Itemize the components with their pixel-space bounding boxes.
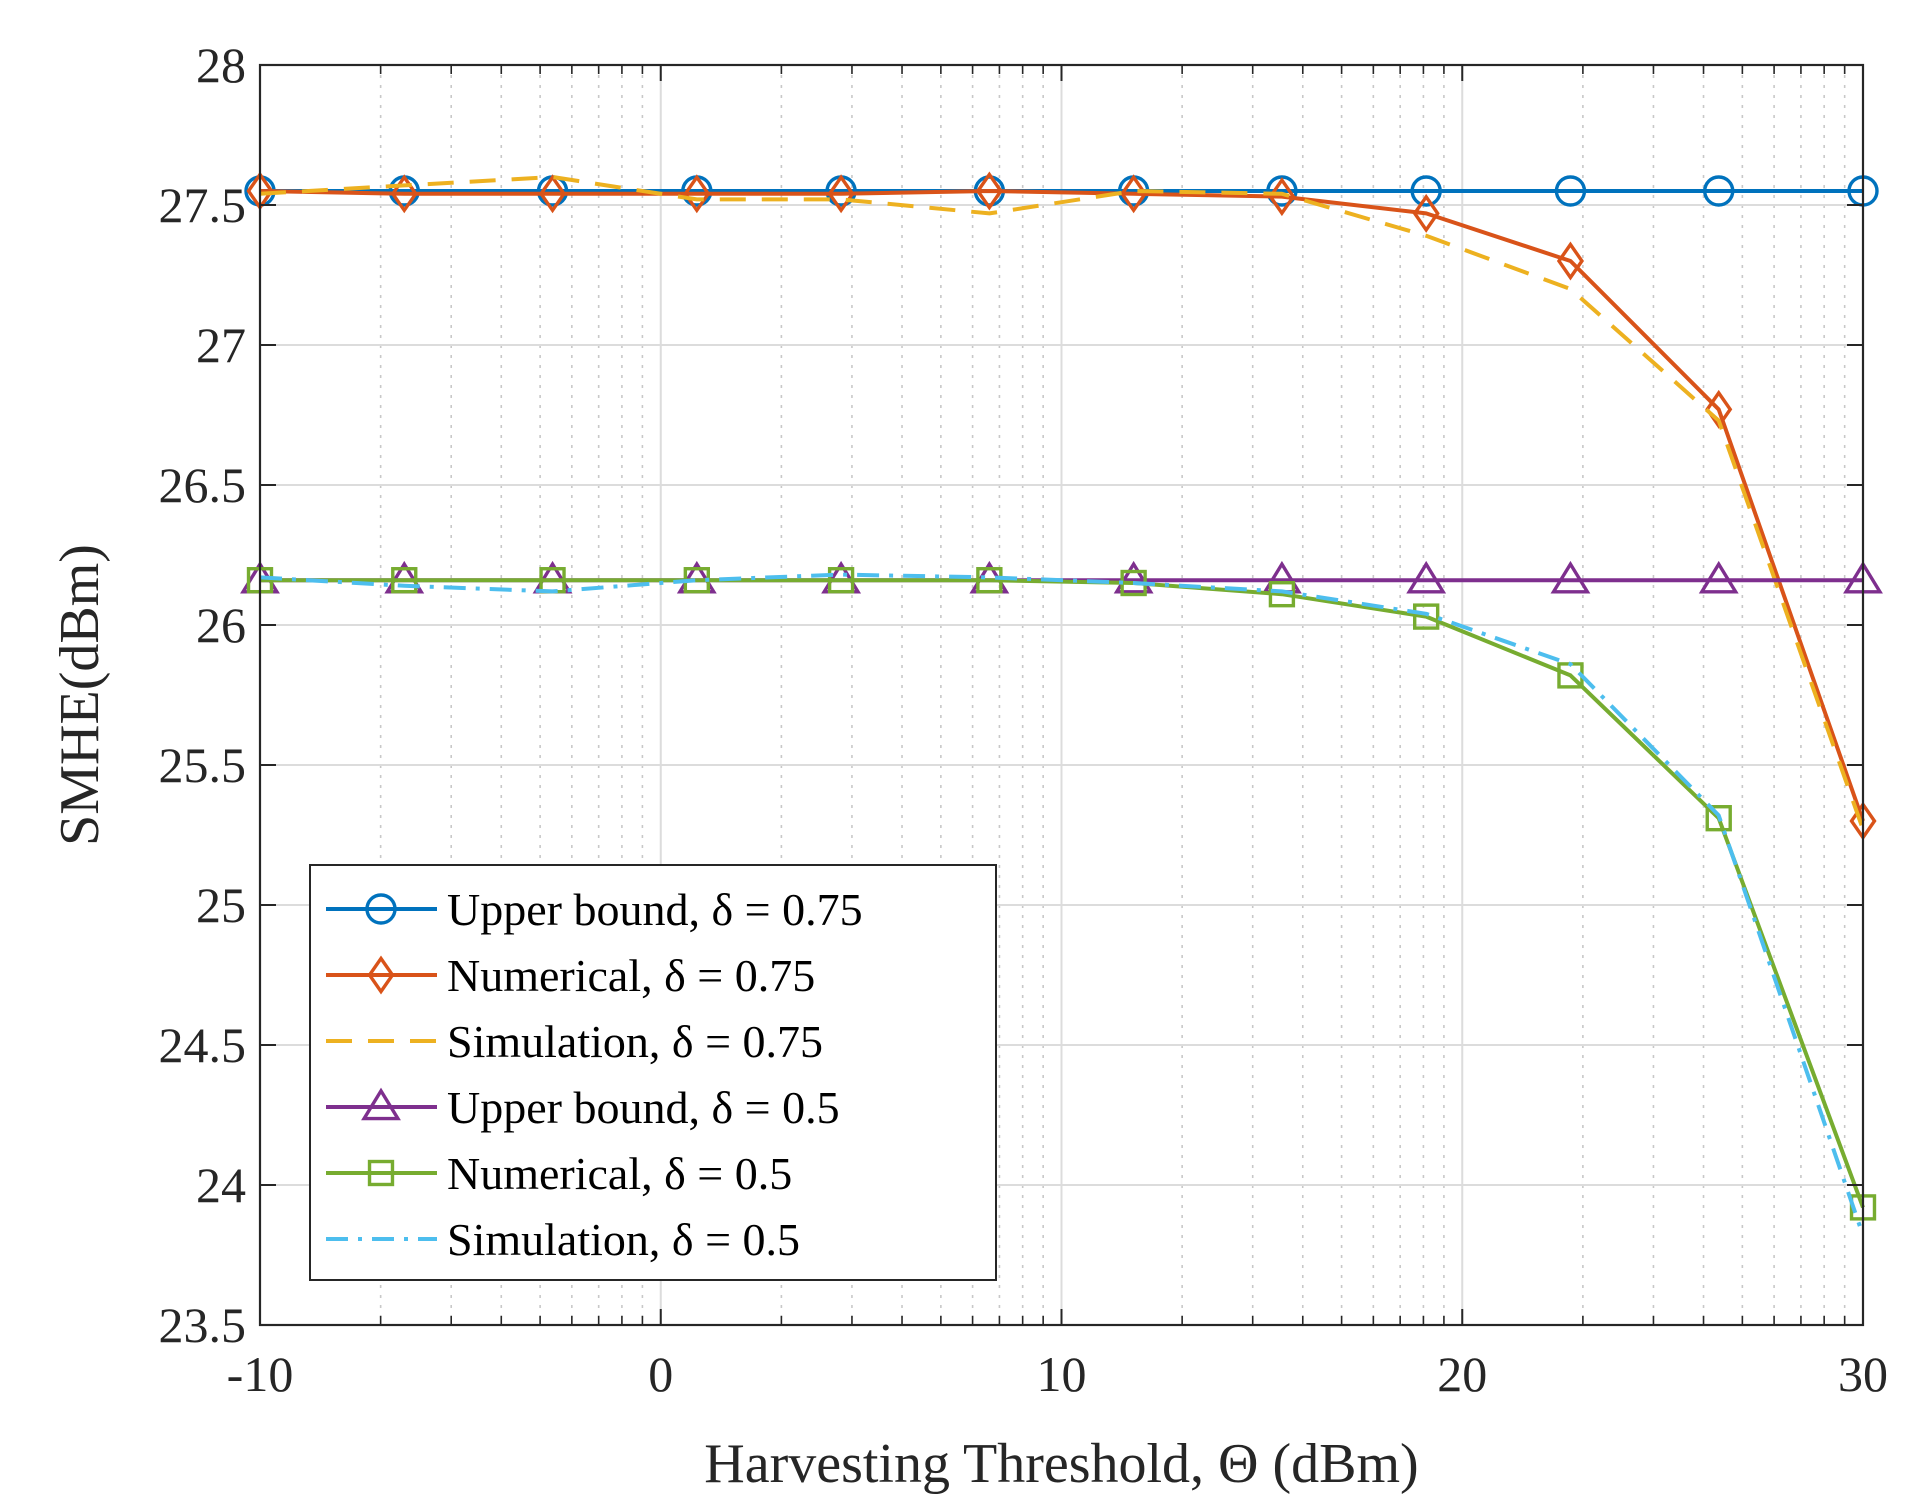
diamond-marker: [1120, 174, 1148, 214]
square-marker: [827, 567, 855, 594]
y-tick-label: 27: [196, 317, 246, 373]
ticks: -10 0 10 20 30 23.5 24 24.5 25 25.5 26 26.5 27 27.5 28: [159, 37, 1889, 1402]
diamond-marker: [1412, 193, 1440, 233]
diamond-marker: [1268, 177, 1296, 217]
diamond-marker: [390, 174, 418, 214]
series-2: [246, 171, 1877, 841]
circle-marker: [1410, 175, 1442, 207]
circle-marker: [1703, 175, 1735, 207]
legend-item: Numerical, δ = 0.75: [326, 950, 815, 1001]
y-tick-label: 28: [196, 37, 246, 93]
series-3: [259, 175, 1865, 831]
x-tick-label: 0: [648, 1346, 673, 1402]
diamond-marker: [975, 171, 1003, 211]
diamond-marker: [367, 955, 395, 995]
square-marker: [391, 567, 418, 594]
circle-marker: [1266, 175, 1298, 207]
legend-label: Numerical, δ = 0.5: [447, 1148, 792, 1199]
legend-label: Numerical, δ = 0.75: [447, 950, 815, 1001]
y-tick-label: 27.5: [159, 177, 247, 233]
y-tick-label: 25: [196, 877, 246, 933]
series-6: [259, 572, 1865, 1237]
legend-item: Simulation, δ = 0.5: [326, 1214, 800, 1265]
triangle-marker: [1698, 560, 1739, 594]
y-tick-label: 23.5: [159, 1297, 247, 1353]
square-marker: [1413, 603, 1440, 630]
legend-label: Simulation, δ = 0.5: [447, 1214, 800, 1265]
y-tick-label: 25.5: [159, 737, 247, 793]
circle-marker: [1554, 175, 1587, 207]
x-tick-label: 20: [1437, 1346, 1487, 1402]
square-marker: [367, 1159, 395, 1187]
legend-item: Simulation, δ = 0.75: [326, 1016, 823, 1067]
y-axis-title: SMHE(dBm): [49, 544, 111, 846]
series-line: [259, 189, 1865, 822]
triangle-marker: [1406, 560, 1447, 594]
triangle-marker: [1550, 560, 1591, 594]
triangle-marker: [361, 1087, 401, 1121]
legend-item: Upper bound, δ = 0.75: [326, 884, 863, 935]
y-tick-label: 24.5: [159, 1017, 247, 1073]
legend-label: Upper bound, δ = 0.5: [447, 1082, 840, 1133]
series-layer: [240, 171, 1883, 1237]
legend: Upper bound, δ = 0.75 Numerical, δ = 0.75…: [309, 864, 997, 1281]
diamond-marker: [683, 174, 711, 214]
legend-label: Simulation, δ = 0.75: [447, 1016, 823, 1067]
legend-label: Upper bound, δ = 0.75: [447, 884, 863, 935]
diamond-marker: [827, 174, 855, 214]
y-tick-label: 26: [196, 597, 246, 653]
legend-item: Upper bound, δ = 0.5: [326, 1082, 840, 1133]
y-tick-label: 26.5: [159, 457, 247, 513]
diamond-marker: [1556, 241, 1585, 281]
circle-marker: [365, 893, 397, 925]
x-tick-label: -10: [227, 1346, 294, 1402]
square-marker: [976, 567, 1003, 594]
square-marker: [1268, 581, 1296, 608]
triangle-marker: [1113, 560, 1154, 594]
series-line: [259, 572, 1865, 1237]
y-tick-label: 24: [196, 1157, 246, 1213]
x-axis-title: Harvesting Threshold, Θ (dBm): [704, 1433, 1418, 1495]
legend-item: Numerical, δ = 0.5: [326, 1148, 792, 1199]
x-tick-label: 30: [1838, 1346, 1888, 1402]
diamond-marker: [538, 174, 567, 214]
square-marker: [1705, 805, 1732, 832]
series-line: [259, 175, 1865, 831]
legend-box: [309, 864, 997, 1281]
x-tick-label: 10: [1037, 1346, 1087, 1402]
